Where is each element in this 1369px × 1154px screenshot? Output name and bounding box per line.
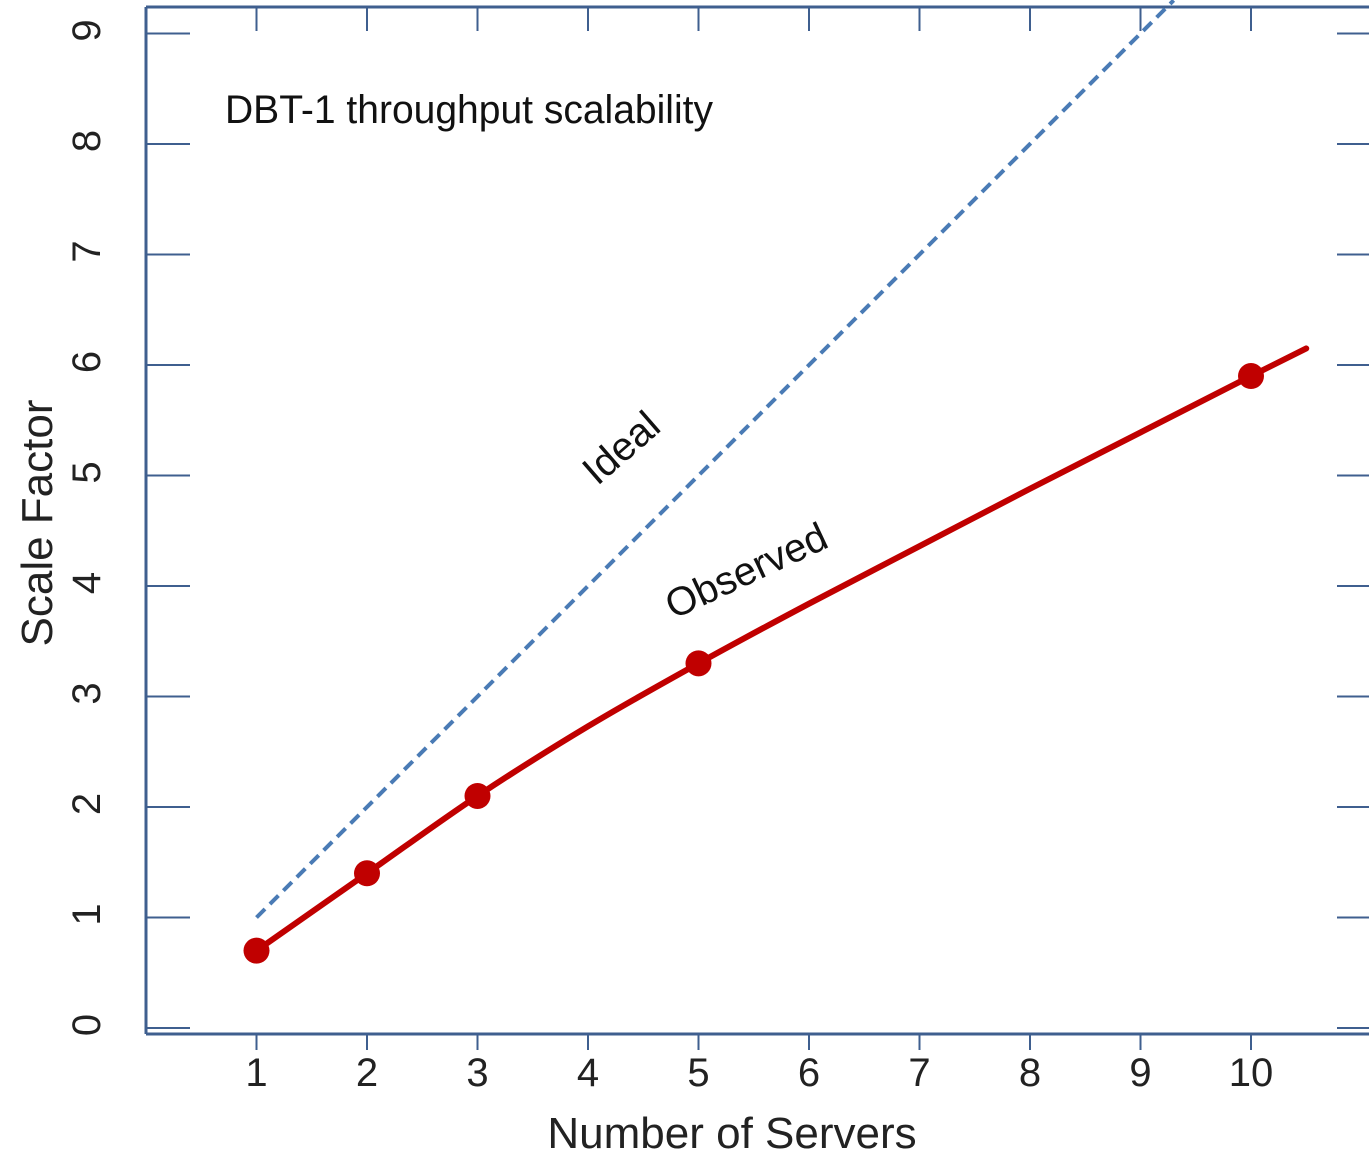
- y-tick-label-4: 4: [65, 572, 109, 594]
- observed-point-5: [685, 650, 712, 677]
- observed-point-3: [464, 782, 491, 809]
- y-axis-ticks: 0 1 2 3 4 5 6 7 8 9: [65, 19, 1369, 1036]
- observed-point-1: [243, 937, 270, 964]
- y-tick-label-0: 0: [65, 1014, 109, 1036]
- chart-title: DBT-1 throughput scalability: [225, 88, 713, 132]
- y-tick-label-7: 7: [65, 240, 109, 262]
- x-tick-label-10: 10: [1229, 1051, 1274, 1095]
- x-tick-label-8: 8: [1019, 1051, 1041, 1095]
- series-layer: [243, 0, 1310, 964]
- observed-point-10: [1238, 363, 1264, 390]
- x-tick-label-3: 3: [466, 1051, 488, 1095]
- observed-line: [253, 345, 1310, 954]
- x-tick-label-9: 9: [1129, 1051, 1151, 1095]
- y-tick-label-6: 6: [65, 351, 109, 373]
- x-tick-label-4: 4: [577, 1051, 599, 1095]
- x-tick-label-1: 1: [245, 1051, 267, 1095]
- x-tick-label-7: 7: [908, 1051, 930, 1095]
- observed-point-2: [354, 860, 380, 887]
- y-tick-label-3: 3: [65, 682, 109, 704]
- y-tick-label-5: 5: [65, 461, 109, 483]
- ideal-series-label: Ideal: [574, 403, 668, 493]
- ideal-line: [255, 0, 1176, 919]
- y-tick-label-2: 2: [65, 793, 109, 815]
- y-tick-label-1: 1: [65, 903, 109, 925]
- x-tick-label-2: 2: [356, 1051, 378, 1095]
- observed-series-label: Observed: [659, 515, 835, 628]
- y-axis-title: Scale Factor: [13, 400, 62, 647]
- x-tick-label-5: 5: [687, 1051, 709, 1095]
- x-tick-label-6: 6: [798, 1051, 820, 1095]
- x-axis-title: Number of Servers: [547, 1109, 916, 1154]
- plot-frame: [144, 5, 1369, 1036]
- y-tick-label-8: 8: [65, 130, 109, 152]
- y-tick-label-9: 9: [65, 19, 109, 41]
- x-axis-ticks: 1 2 3 4 5 6 7 8 9 10: [245, 7, 1273, 1095]
